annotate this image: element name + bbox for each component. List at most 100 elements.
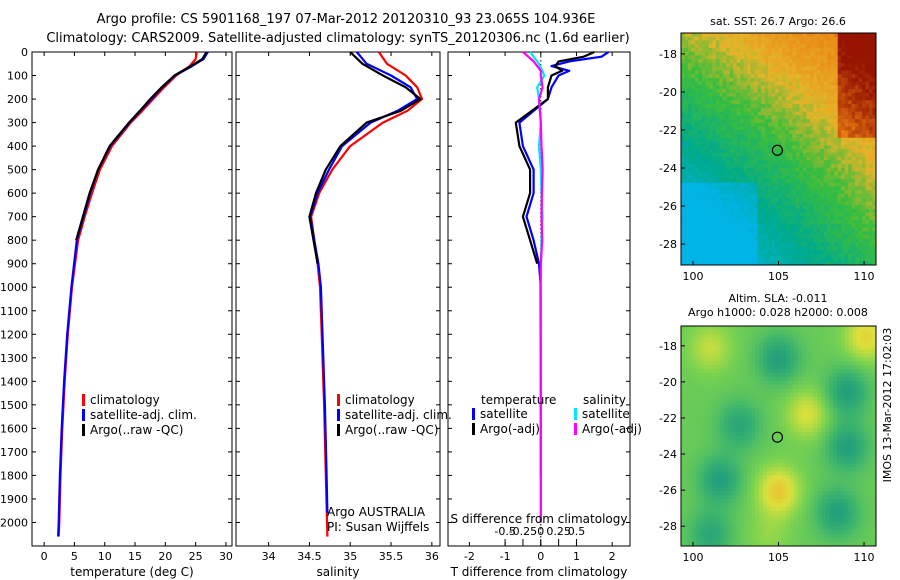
- map-cell: [844, 171, 849, 176]
- map-cell: [809, 175, 814, 180]
- map-cell: [869, 55, 873, 60]
- map-cell: [687, 115, 692, 120]
- map-cell: [723, 420, 729, 425]
- y-tick-label: 1400: [0, 375, 28, 388]
- map-cell: [809, 345, 814, 350]
- map-cell: [743, 40, 748, 45]
- map-cell: [860, 349, 865, 354]
- map-cell: [736, 152, 741, 157]
- map-cell: [872, 137, 877, 142]
- map-cell: [684, 77, 689, 83]
- map-cell: [681, 404, 686, 409]
- map-cell: [778, 175, 783, 180]
- map-cell: [799, 51, 804, 56]
- map-cell: [747, 81, 752, 86]
- map-cell: [716, 369, 721, 374]
- map-cell: [740, 59, 745, 64]
- map-cell: [823, 197, 828, 202]
- map-cell: [771, 66, 776, 71]
- map-cell: [729, 175, 734, 180]
- map-cell: [691, 190, 696, 195]
- map-cell: [712, 257, 717, 262]
- map-cell: [700, 420, 705, 425]
- map-cell: [781, 40, 786, 45]
- map-cell: [759, 333, 764, 339]
- map-cell: [813, 137, 818, 142]
- map-cell: [768, 74, 772, 79]
- map-cell: [790, 381, 795, 386]
- map-cell: [817, 337, 822, 343]
- map-cell: [858, 81, 863, 86]
- map-cell: [782, 341, 787, 347]
- map-cell: [827, 182, 832, 187]
- map-cell: [771, 104, 776, 109]
- map-cell: [729, 130, 734, 135]
- map-cell: [681, 341, 686, 347]
- map-cell: [840, 326, 846, 331]
- map-cell: [833, 396, 838, 402]
- map-cell: [705, 36, 710, 41]
- map-cell: [684, 190, 689, 195]
- y-tick-label: -24: [659, 162, 677, 175]
- map-cell: [759, 365, 764, 370]
- map-cell: [844, 119, 849, 124]
- map-cell: [729, 186, 734, 191]
- map-cell: [848, 227, 853, 232]
- map-cell: [829, 357, 834, 362]
- map-cell: [692, 416, 697, 421]
- map-cell: [806, 47, 811, 53]
- map-cell: [830, 62, 835, 68]
- map-cell: [735, 329, 740, 335]
- map-cell: [716, 357, 721, 362]
- map-cell: [694, 208, 699, 214]
- map-cell: [860, 365, 865, 370]
- map-cell: [848, 212, 853, 217]
- map-cell: [869, 223, 873, 228]
- map-cell: [774, 396, 779, 402]
- map-cell: [747, 341, 752, 347]
- map-cell: [799, 186, 804, 191]
- map-cell: [823, 92, 828, 98]
- map-cell: [747, 384, 752, 390]
- map-cell: [764, 141, 769, 146]
- map-cell: [823, 137, 828, 142]
- map-cell: [743, 126, 748, 131]
- map-cell: [851, 261, 856, 266]
- map-cell: [788, 130, 793, 135]
- map-cell: [684, 238, 689, 243]
- map-cell: [786, 345, 791, 350]
- map-cell: [816, 242, 821, 247]
- map-cell: [691, 182, 696, 187]
- map-cell: [691, 92, 696, 98]
- map-cell: [833, 326, 838, 331]
- map-cell: [727, 377, 733, 382]
- map-cell: [722, 246, 727, 251]
- map-cell: [795, 186, 800, 191]
- map-cell: [851, 62, 856, 68]
- map-cell: [865, 175, 870, 180]
- map-cell: [729, 85, 734, 90]
- map-cell: [771, 92, 776, 98]
- map-cell: [736, 223, 741, 228]
- map-cell: [869, 167, 873, 172]
- map-cell: [687, 178, 692, 184]
- map-cell: [795, 205, 800, 210]
- series-line-argorawqc: [308, 51, 422, 264]
- map-cell: [757, 126, 762, 131]
- map-cell: [795, 137, 800, 142]
- map-cell: [794, 353, 799, 358]
- series-line-satellite: [529, 51, 546, 523]
- map-cell: [795, 175, 800, 180]
- map-cell: [805, 365, 811, 370]
- map-cell: [823, 111, 828, 116]
- map-cell: [755, 353, 760, 358]
- map-cell: [764, 212, 769, 217]
- map-cell: [764, 182, 769, 187]
- map-cell: [774, 400, 779, 405]
- map-cell: [723, 329, 729, 335]
- map-cell: [684, 377, 690, 382]
- map-cell: [775, 119, 779, 124]
- map-cell: [823, 223, 828, 228]
- map-cell: [806, 77, 811, 83]
- map-cell: [864, 329, 869, 335]
